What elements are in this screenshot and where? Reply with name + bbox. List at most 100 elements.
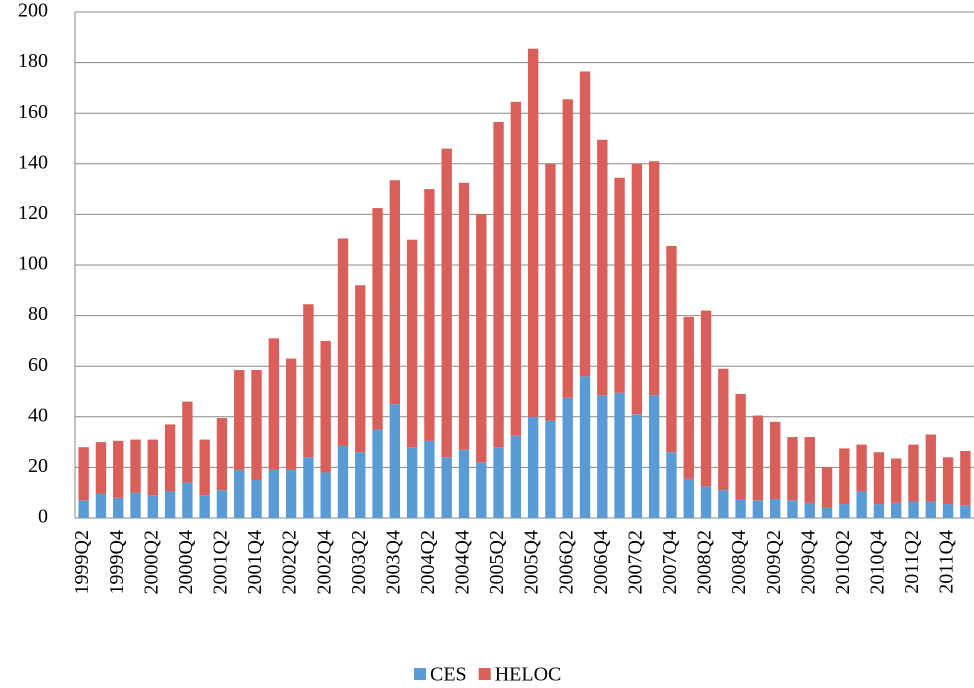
- bar-segment: [752, 500, 764, 518]
- y-tick-label: 40: [28, 404, 48, 426]
- bar-segment: [545, 420, 556, 518]
- bar-segment: [216, 490, 228, 518]
- y-tick-label: 180: [18, 50, 48, 72]
- x-tick-label: 1999Q4: [106, 530, 128, 594]
- bar-segment: [942, 457, 954, 505]
- bar-segment: [700, 486, 712, 518]
- bar-segment: [908, 444, 919, 502]
- bar-segment: [925, 434, 936, 502]
- y-tick-label: 140: [18, 151, 48, 173]
- x-tick-label: 2005Q4: [521, 530, 543, 594]
- bar-segment: [752, 415, 764, 501]
- bar-segment: [527, 416, 539, 518]
- x-tick-label: 2002Q2: [279, 530, 301, 594]
- y-tick-label: 160: [18, 101, 48, 123]
- x-tick-label: 2008Q2: [694, 530, 716, 594]
- x-tick-label: 2000Q2: [140, 530, 162, 594]
- bar-segment: [113, 497, 124, 518]
- bar-segment: [113, 440, 124, 498]
- x-tick-label: 2003Q2: [348, 530, 370, 594]
- bar-segment: [527, 48, 539, 417]
- bar-segment: [199, 439, 210, 496]
- y-tick-label: 200: [18, 0, 48, 22]
- bar-segment: [769, 421, 781, 500]
- x-tick-label: 2006Q4: [590, 530, 612, 594]
- bar-segment: [164, 424, 176, 492]
- bar-segment: [78, 447, 89, 501]
- bar-segment: [355, 285, 366, 453]
- x-tick-label: 2001Q4: [244, 530, 266, 594]
- bar-segment: [510, 435, 522, 518]
- bar-segment: [562, 99, 573, 398]
- bar-segment: [268, 469, 280, 518]
- bar-segment: [182, 482, 193, 518]
- bar-segment: [216, 418, 228, 491]
- bar-segment: [95, 493, 107, 518]
- x-tick-label: 2000Q4: [175, 530, 197, 594]
- bar-segment: [579, 376, 591, 518]
- bar-segment: [441, 148, 452, 458]
- bar-segment: [562, 397, 573, 518]
- bar-segment: [406, 239, 418, 448]
- bar-segment: [631, 414, 643, 518]
- legend-label: CES: [430, 664, 467, 686]
- bar-segment: [648, 161, 660, 396]
- bar-segment: [821, 467, 833, 508]
- bar-segment: [787, 500, 798, 518]
- bar-segment: [234, 469, 245, 518]
- bar-segment: [147, 439, 158, 496]
- x-tick-label: 2004Q4: [452, 530, 474, 594]
- x-tick-label: 2007Q2: [624, 530, 646, 594]
- bar-segment: [942, 504, 954, 518]
- bar-segment: [735, 394, 746, 500]
- bar-segment: [285, 469, 297, 518]
- bar-segment: [303, 304, 314, 458]
- x-tick-label: 2006Q2: [555, 530, 577, 594]
- bar-segment: [769, 499, 781, 518]
- bar-segment: [718, 368, 729, 491]
- bar-segment: [614, 177, 625, 393]
- bar-segment: [821, 507, 833, 518]
- bar-segment: [320, 340, 331, 473]
- y-tick-label: 60: [28, 354, 48, 376]
- bar-segment: [320, 472, 331, 518]
- bar-segment: [234, 369, 245, 470]
- bar-segment: [925, 501, 936, 518]
- bar-segment: [424, 440, 435, 518]
- bar-segment: [424, 189, 435, 441]
- legend-label: HELOC: [495, 664, 562, 686]
- bar-segment: [856, 491, 867, 518]
- x-tick-label: 2002Q4: [313, 530, 335, 594]
- bar-segment: [493, 447, 504, 518]
- bar-segment: [597, 395, 608, 518]
- x-tick-label: 2011Q2: [901, 530, 923, 594]
- bar-segment: [337, 238, 349, 446]
- bar-segment: [718, 490, 729, 518]
- bar-segment: [182, 401, 193, 483]
- bar-segment: [839, 504, 850, 518]
- x-tick-label: 2001Q2: [210, 530, 232, 594]
- bar-segment: [804, 502, 815, 518]
- bar-segment: [666, 452, 677, 518]
- bar-segment: [303, 457, 314, 518]
- bar-segment: [199, 495, 210, 518]
- x-tick-label: 2007Q4: [659, 530, 681, 594]
- x-tick-label: 2004Q2: [417, 530, 439, 594]
- bar-segment: [389, 180, 401, 405]
- bar-segment: [545, 163, 556, 421]
- bar-segment: [891, 458, 902, 503]
- bar-segment: [510, 101, 522, 436]
- bar-segment: [666, 246, 677, 453]
- y-tick-label: 120: [18, 202, 48, 224]
- bar-segment: [735, 499, 746, 518]
- x-tick-label: 2003Q4: [382, 530, 404, 594]
- bar-segment: [960, 450, 971, 506]
- bar-segment: [804, 437, 815, 503]
- x-tick-label: 2009Q2: [763, 530, 785, 594]
- bar-segment: [700, 310, 712, 487]
- x-tick-label: 2010Q4: [867, 530, 889, 594]
- bar-segment: [873, 504, 885, 518]
- x-tick-label: 2011Q4: [936, 530, 958, 594]
